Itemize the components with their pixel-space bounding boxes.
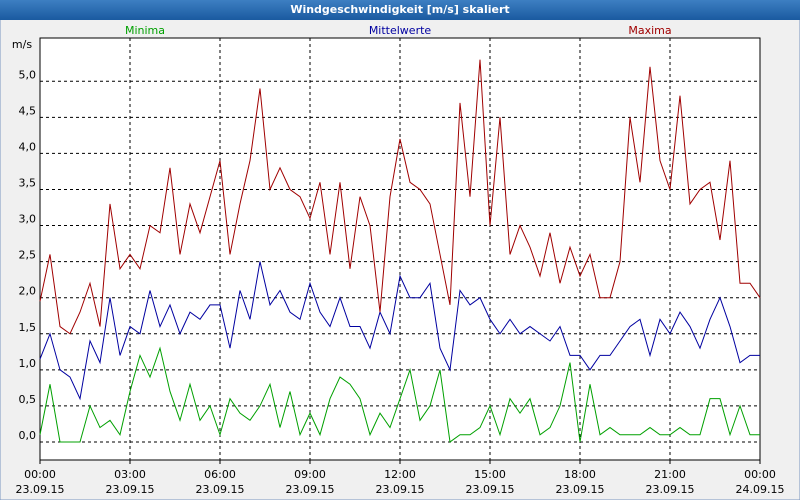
y-tick-label: 4,5: [19, 104, 37, 117]
y-tick-label: 0,5: [19, 393, 37, 406]
x-tick-label: 00:00: [744, 468, 776, 481]
x-tick-label: 12:00: [384, 468, 416, 481]
y-tick-label: 1,0: [19, 357, 37, 370]
legend-label: Minima: [125, 24, 165, 37]
x-tick-label: 00:00: [24, 468, 56, 481]
x-tick-label: 18:00: [564, 468, 596, 481]
x-tick-date: 24.09.15: [736, 483, 785, 496]
x-tick-date: 23.09.15: [106, 483, 155, 496]
x-tick-label: 03:00: [114, 468, 146, 481]
y-tick-label: 0,0: [19, 429, 37, 442]
y-tick-label: 3,5: [19, 176, 37, 189]
y-tick-label: 3,0: [19, 213, 37, 226]
x-tick-date: 23.09.15: [196, 483, 245, 496]
x-tick-date: 23.09.15: [646, 483, 695, 496]
series-line: [39, 346, 760, 443]
y-tick-label: 4,0: [19, 140, 37, 153]
grid: [40, 38, 760, 460]
chart-title: Windgeschwindigkeit [m/s] skaliert: [290, 3, 509, 16]
series-line: [39, 59, 761, 335]
x-tick-label: 06:00: [204, 468, 236, 481]
x-tick-date: 23.09.15: [16, 483, 65, 496]
lines: [39, 59, 761, 443]
x-tick-label: 15:00: [474, 468, 506, 481]
legend-label: Maxima: [628, 24, 671, 37]
y-tick-label: 2,5: [19, 249, 37, 262]
legend-label: Mittelwerte: [369, 24, 432, 37]
y-tick-label: 5,0: [19, 68, 37, 81]
x-tick-date: 23.09.15: [376, 483, 425, 496]
x-tick-label: 21:00: [654, 468, 686, 481]
x-tick-date: 23.09.15: [556, 483, 605, 496]
x-tick-label: 09:00: [294, 468, 326, 481]
title-bar: [0, 0, 800, 20]
y-tick-label: 2,0: [19, 285, 37, 298]
x-tick-date: 23.09.15: [466, 483, 515, 496]
x-tick-date: 23.09.15: [286, 483, 335, 496]
series-line: [39, 261, 760, 401]
y-axis-unit: m/s: [12, 38, 32, 51]
y-tick-label: 1,5: [19, 321, 37, 334]
